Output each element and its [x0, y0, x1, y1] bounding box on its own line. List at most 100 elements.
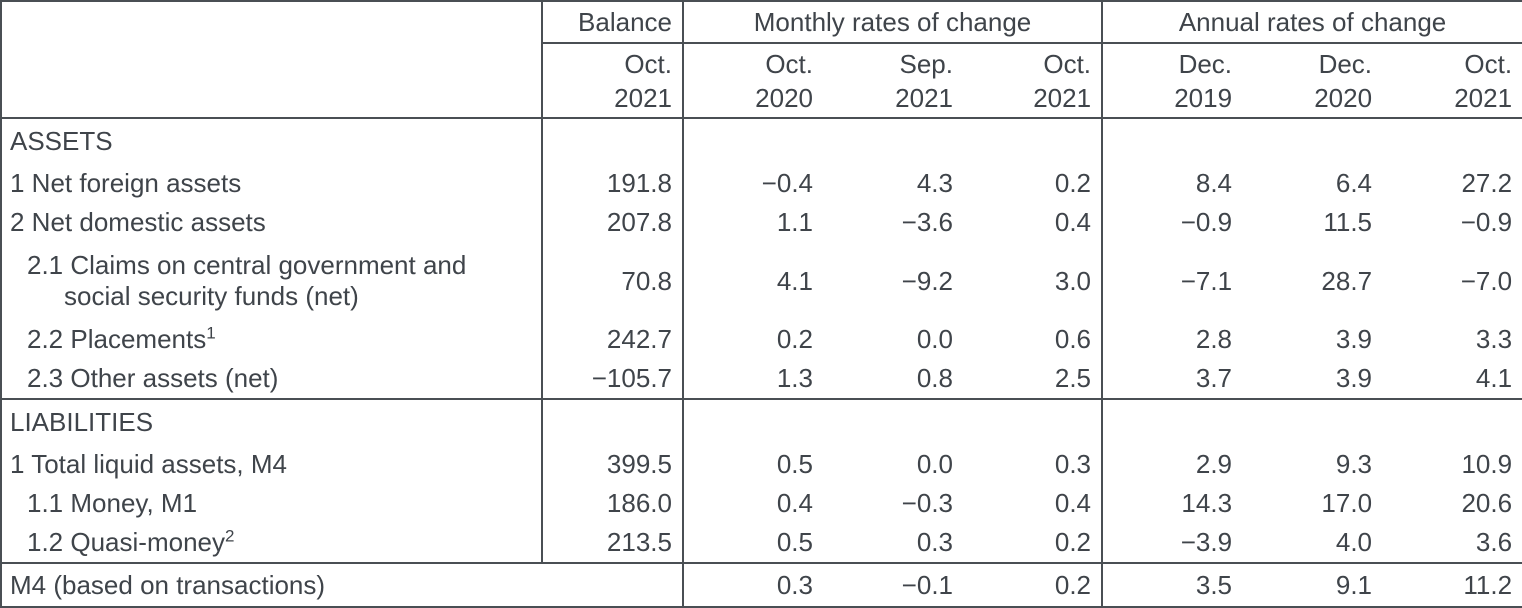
balance-value-cell: 70.8	[542, 242, 684, 320]
balance-value-cell: 207.8	[542, 203, 684, 242]
period-year: 2021	[1454, 82, 1513, 113]
rate-value-cell	[823, 118, 963, 164]
rate-value-cell: 3.7	[1195, 363, 1233, 393]
table-row: 1.2 Quasi-money2 213.5 0.5 0.3 0.2 −3.9 4.0 3.6	[1, 523, 1522, 563]
period-month: Oct.	[1464, 48, 1513, 79]
rate-value-cell	[1242, 399, 1382, 445]
rate-value-cell: 2.8	[1195, 324, 1233, 354]
period-month: Sep.	[899, 48, 954, 79]
rate-value-cell: 2.9	[1195, 449, 1233, 479]
rate-value-cell: 0.4	[776, 488, 813, 518]
period-year: 2020	[1314, 82, 1373, 113]
annual-rates-group-header: Annual rates of change	[1102, 1, 1522, 44]
table-header: Balance Monthly rates of change Annual r…	[1, 1, 1522, 119]
period-header-balance: Oct. 2021	[542, 43, 684, 119]
rate-value-cell	[683, 118, 823, 164]
rate-value-cell: 3.0	[963, 242, 1104, 320]
rate-value-cell: 1.1	[776, 207, 813, 237]
balance-value-cell: −105.7	[542, 359, 684, 399]
rate-value-cell: −7.1	[1180, 265, 1233, 296]
rate-value-cell: 0.2	[963, 164, 1104, 203]
rate-value-cell: 3.9	[1335, 363, 1373, 393]
table-row: ASSETS	[1, 118, 1522, 164]
rate-value-cell: 0.2	[963, 563, 1104, 607]
rate-value-cell: 27.2	[1461, 168, 1513, 198]
rate-value-cell: 0.5	[776, 527, 813, 557]
monthly-rates-group-header: Monthly rates of change	[683, 1, 1104, 44]
table-row: 2 Net domestic assets 207.8 1.1 −3.6 0.4 −0.9…	[1, 203, 1522, 242]
table-row: 1.1 Money, M1 186.0 0.4 −0.3 0.4 14.3 17.0 20.6	[1, 484, 1522, 523]
rate-value-cell: 3.3	[1475, 324, 1513, 354]
rate-value-cell: −3.6	[901, 207, 953, 237]
period-header-annual-3: Oct. 2021	[1382, 43, 1522, 119]
period-year: 2021	[1033, 82, 1092, 113]
row-label: 2.2 Placements1	[1, 320, 543, 359]
row-label: LIABILITIES	[1, 399, 543, 445]
period-year: 2019	[1174, 82, 1233, 113]
rate-value-cell: 3.9	[1335, 324, 1373, 354]
period-header-monthly-3: Oct. 2021	[963, 43, 1104, 119]
footnote-marker: 1	[206, 323, 216, 343]
rate-value-cell: 0.0	[916, 324, 953, 354]
period-month: Oct.	[765, 48, 813, 79]
rate-value-cell: 11.2	[1463, 569, 1513, 600]
period-year: 2020	[755, 82, 813, 113]
table-row: 2.1 Claims on central government and soc…	[1, 242, 1522, 320]
rate-value-cell	[1102, 118, 1242, 164]
table-row: 2.3 Other assets (net) −105.7 1.3 0.8 2.5 3.7…	[1, 359, 1522, 399]
table-row: 1 Net foreign assets 191.8 −0.4 4.3 0.2 8.4 6.…	[1, 164, 1522, 203]
rate-value-cell	[1382, 399, 1522, 445]
rate-value-cell: 28.7	[1321, 265, 1373, 296]
rate-value-cell: 0.5	[776, 449, 813, 479]
row-label: 1.2 Quasi-money2	[1, 523, 543, 563]
rate-value-cell: −0.9	[1460, 207, 1513, 237]
rate-value-cell: 4.1	[1475, 363, 1513, 393]
period-header-monthly-1: Oct. 2020	[683, 43, 823, 119]
rate-value-cell: 9.3	[1335, 449, 1373, 479]
rate-value-cell	[963, 118, 1104, 164]
table-row: 2.2 Placements1 242.7 0.2 0.0 0.6 2.8 3.9 3.3	[1, 320, 1522, 359]
period-month: Dec.	[1178, 48, 1233, 79]
row-label: 1 Total liquid assets, M4	[1, 445, 543, 484]
balance-column-header: Balance	[542, 1, 684, 44]
period-year: 2021	[895, 82, 953, 113]
rate-value-cell: 0.8	[916, 363, 953, 393]
table-row: LIABILITIES	[1, 399, 1522, 445]
rate-value-cell: 0.3	[776, 569, 813, 600]
rate-value-cell	[683, 399, 823, 445]
rate-value-cell: 2.5	[963, 359, 1104, 399]
rate-value-cell: −7.0	[1460, 265, 1513, 296]
table-row: M4 (based on transactions) 0.3 −0.1 0.2 3.5 9…	[1, 563, 1522, 607]
rate-value-cell: 3.5	[1195, 569, 1233, 600]
rate-value-cell: 10.9	[1461, 449, 1513, 479]
balance-value-cell: 399.5	[542, 445, 684, 484]
period-header-monthly-2: Sep. 2021	[823, 43, 963, 119]
period-month: Oct.	[624, 48, 672, 79]
rate-value-cell: 4.1	[776, 265, 813, 296]
rate-value-cell: −3.9	[1180, 527, 1233, 557]
table-body: ASSETS 1 Net foreign assets 191.8 −0.4 4.3 0.…	[1, 118, 1522, 607]
rate-value-cell: 0.0	[916, 449, 953, 479]
row-label: 2.1 Claims on central government and soc…	[1, 242, 543, 320]
rate-value-cell: −0.4	[761, 168, 813, 198]
rate-value-cell: 3.6	[1475, 527, 1513, 557]
rate-value-cell: −9.2	[901, 265, 953, 296]
rate-value-cell: 0.2	[963, 523, 1104, 563]
rate-value-cell: 8.4	[1195, 168, 1233, 198]
rate-value-cell	[963, 399, 1104, 445]
balance-value-cell: 186.0	[542, 484, 684, 523]
period-year: 2021	[614, 82, 672, 113]
rate-value-cell: 0.3	[916, 527, 953, 557]
rate-value-cell	[1382, 118, 1522, 164]
rate-value-cell: 20.6	[1461, 488, 1513, 518]
period-header-annual-2: Dec. 2020	[1242, 43, 1383, 119]
header-period-row: Oct. 2021 Oct. 2020 Sep. 2021 Oct. 2021 …	[1, 43, 1522, 119]
period-month: Oct.	[1043, 48, 1092, 79]
rate-value-cell: 0.4	[963, 484, 1104, 523]
rate-value-cell	[1102, 399, 1242, 445]
period-header-annual-1: Dec. 2019	[1102, 43, 1243, 119]
row-label-column-header	[1, 1, 543, 119]
rate-value-cell: 4.0	[1335, 527, 1373, 557]
rate-value-cell: 6.4	[1335, 168, 1373, 198]
row-label: 1 Net foreign assets	[1, 164, 543, 203]
